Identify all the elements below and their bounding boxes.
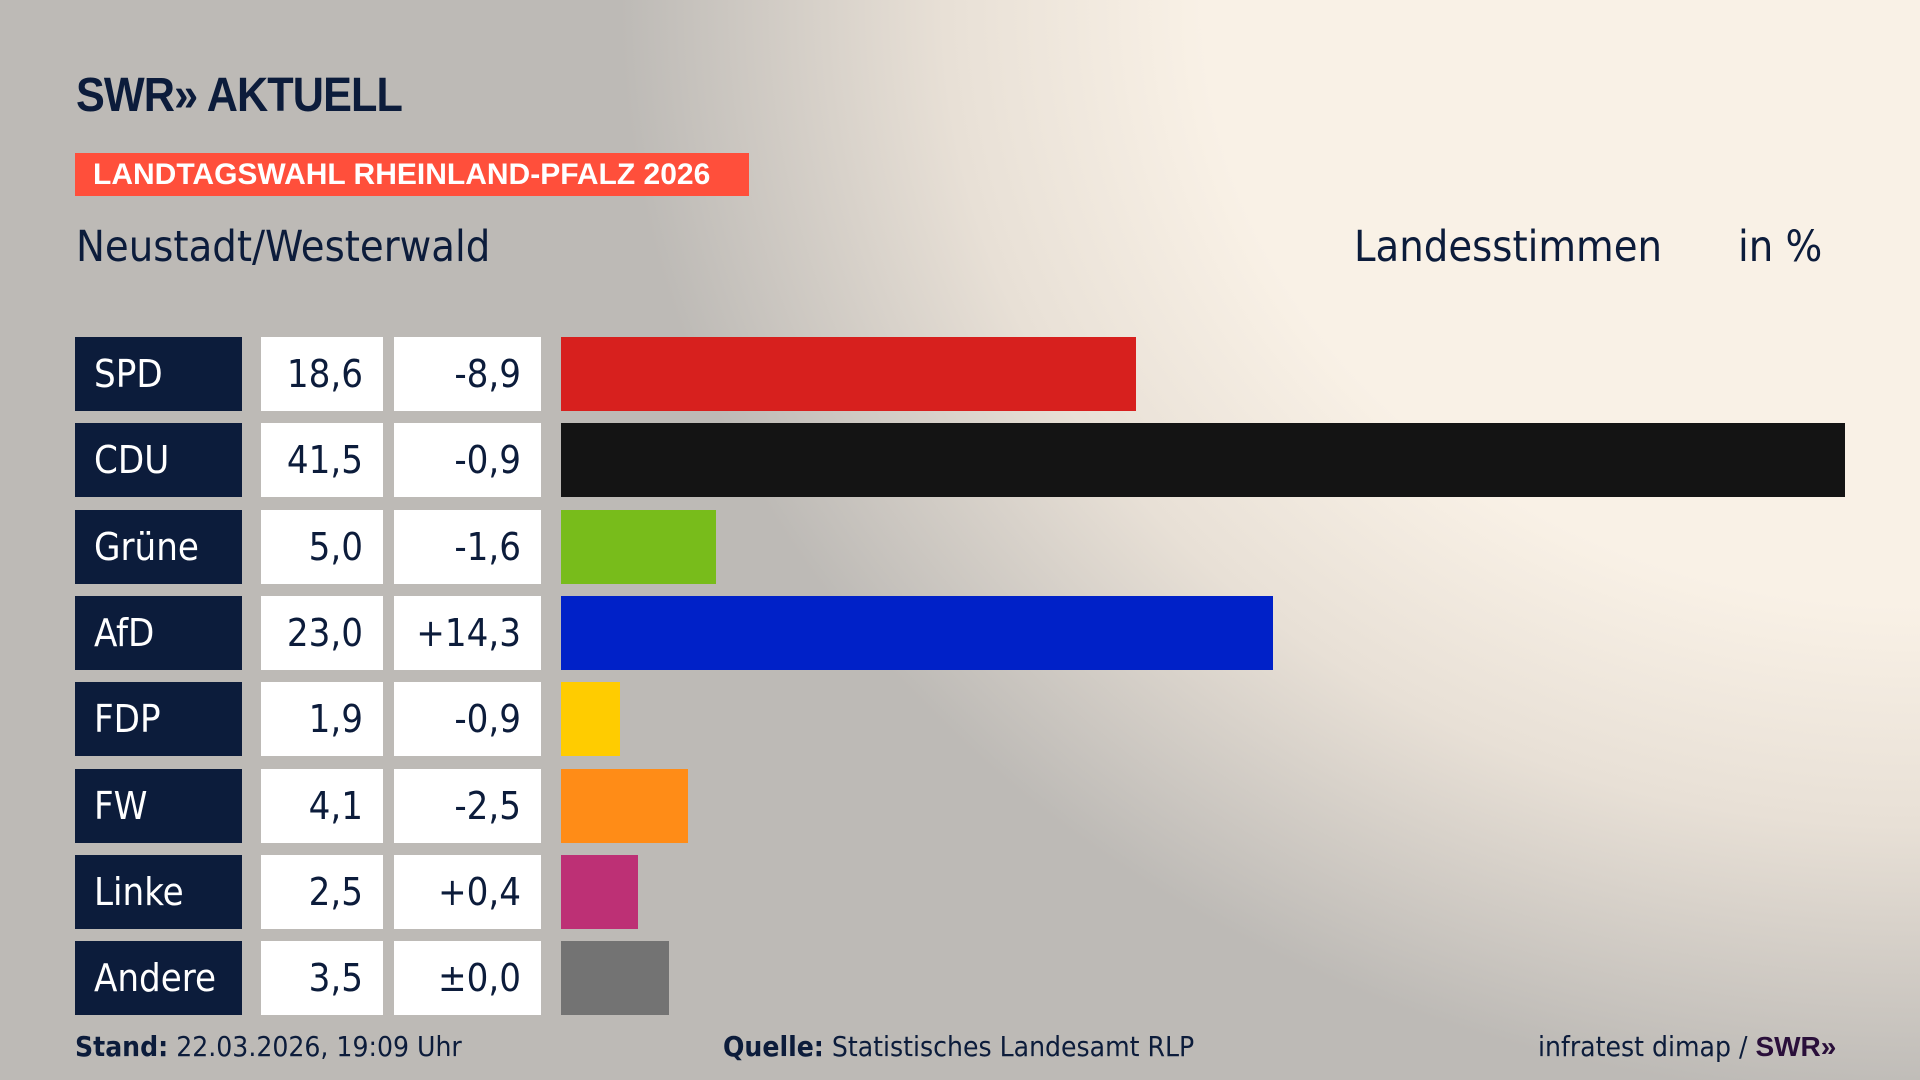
- source: Quelle: Statistisches Landesamt RLP: [723, 1030, 1194, 1063]
- bar-fdp: [561, 682, 620, 757]
- change-label: +0,4: [394, 854, 541, 929]
- value-label: 23,0: [261, 595, 383, 670]
- credit-text: infratest dimap /: [1538, 1030, 1748, 1063]
- value-label: 2,5: [261, 854, 383, 929]
- stand-label: Stand:: [75, 1030, 169, 1063]
- source-label: Quelle:: [723, 1030, 824, 1063]
- bar-afd: [561, 595, 1273, 670]
- party-label: AfD: [75, 595, 242, 670]
- bar-fw: [561, 768, 688, 843]
- value-label: 18,6: [261, 337, 383, 411]
- change-label: -8,9: [394, 337, 541, 411]
- value-label: 41,5: [261, 423, 383, 498]
- party-label: CDU: [75, 423, 242, 498]
- value-label: 5,0: [261, 509, 383, 584]
- region-title: Neustadt/Westerwald: [76, 222, 491, 272]
- change-label: -1,6: [394, 509, 541, 584]
- change-label: -0,9: [394, 682, 541, 757]
- swr-credit-logo: SWR»: [1755, 1031, 1837, 1062]
- credit: infratest dimap / SWR»: [1538, 1030, 1836, 1063]
- change-label: +14,3: [394, 595, 541, 670]
- party-label: Grüne: [75, 509, 242, 584]
- bar-spd: [561, 337, 1137, 411]
- change-label: -2,5: [394, 768, 541, 843]
- timestamp: Stand: 22.03.2026, 19:09 Uhr: [75, 1030, 462, 1063]
- stand-value: 22.03.2026, 19:09 Uhr: [176, 1030, 462, 1063]
- party-label: Linke: [75, 854, 242, 929]
- change-label: ±0,0: [394, 941, 541, 1016]
- swr-aktuell-logo: SWR» AKTUELL: [76, 69, 403, 122]
- value-label: 1,9: [261, 682, 383, 757]
- party-label: FDP: [75, 682, 242, 757]
- party-label: FW: [75, 768, 242, 843]
- party-label: Andere: [75, 941, 242, 1016]
- bar-andere: [561, 941, 670, 1016]
- election-banner: LANDTAGSWAHL RHEINLAND-PFALZ 2026: [75, 153, 749, 196]
- value-label: 3,5: [261, 941, 383, 1016]
- party-label: SPD: [75, 337, 242, 411]
- change-label: -0,9: [394, 423, 541, 498]
- vote-type-label: Landesstimmen: [1354, 222, 1663, 272]
- bar-grüne: [561, 509, 716, 584]
- bar-linke: [561, 854, 639, 929]
- unit-label: in %: [1738, 222, 1823, 272]
- bar-cdu: [561, 423, 1845, 498]
- value-label: 4,1: [261, 768, 383, 843]
- source-value: Statistisches Landesamt RLP: [831, 1030, 1195, 1063]
